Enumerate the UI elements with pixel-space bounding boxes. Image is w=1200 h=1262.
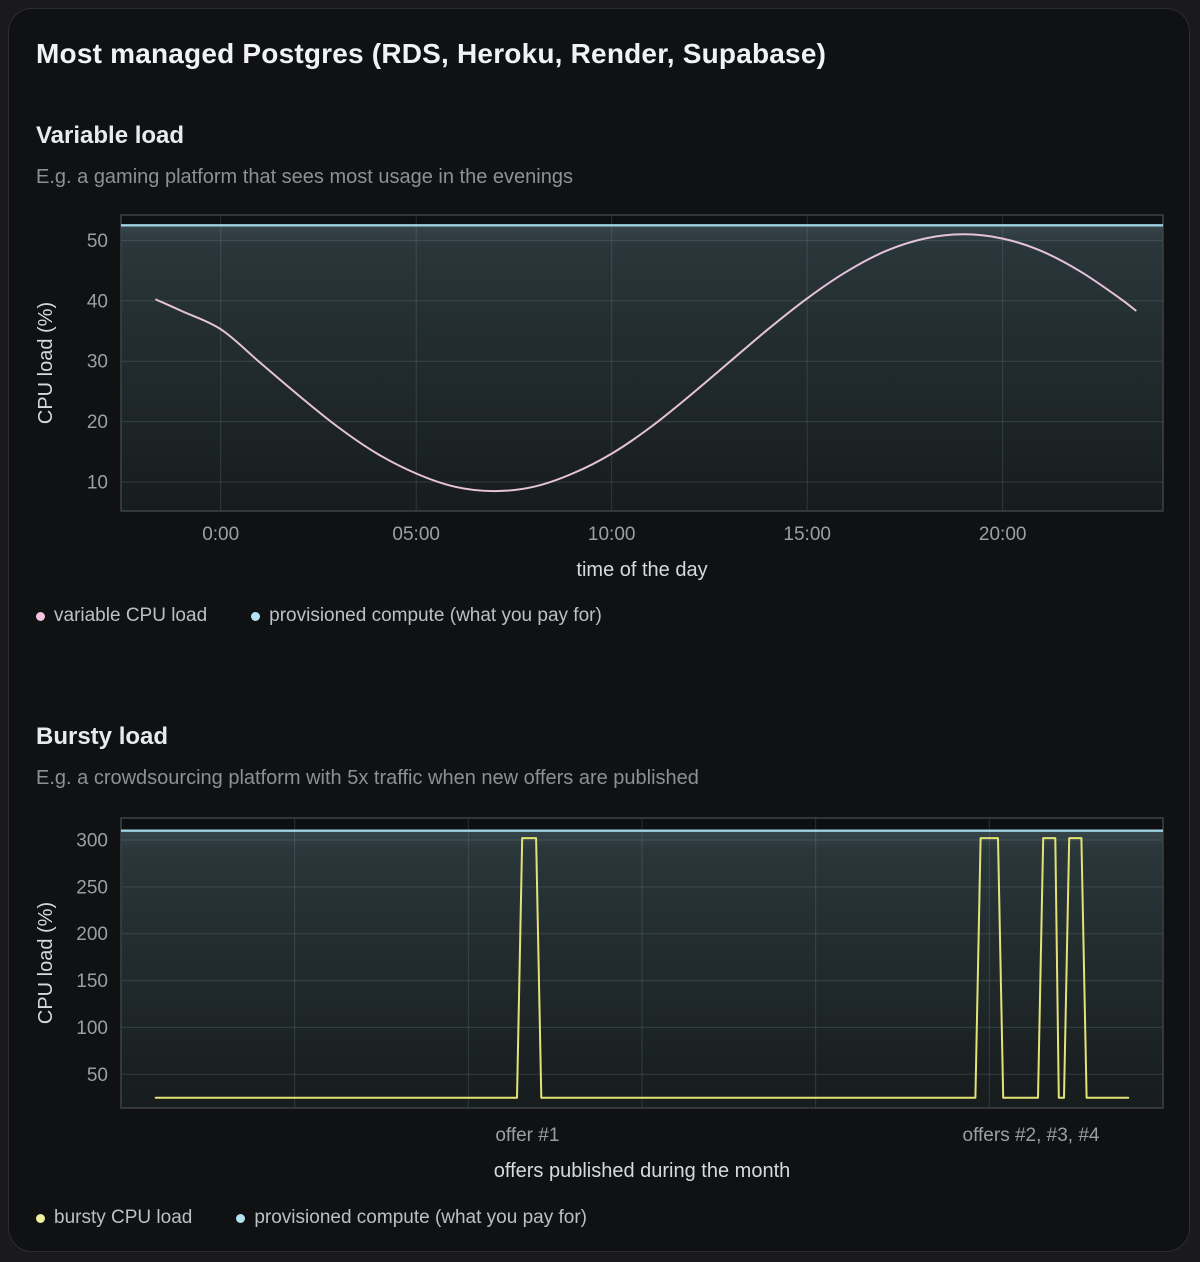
svg-text:time of the day: time of the day <box>576 559 707 581</box>
legend-label: variable CPU load <box>54 605 208 626</box>
bursty-load-legend: bursty CPU load provisioned compute (wha… <box>36 1207 587 1229</box>
section-subtitle-variable-load: E.g. a gaming platform that sees most us… <box>36 166 573 188</box>
legend-label: provisioned compute (what you pay for) <box>269 605 602 626</box>
legend-item-provisioned-compute: provisioned compute (what you pay for) <box>236 1207 587 1229</box>
svg-text:20:00: 20:00 <box>979 524 1027 545</box>
section-heading-variable-load: Variable load <box>36 122 185 149</box>
svg-text:offers published during the mo: offers published during the month <box>494 1160 791 1182</box>
svg-text:50: 50 <box>87 231 108 252</box>
legend-label: bursty CPU load <box>54 1207 193 1228</box>
page-title: Most managed Postgres (RDS, Heroku, Rend… <box>36 38 827 69</box>
svg-text:40: 40 <box>87 291 108 312</box>
legend-item-variable-cpu-load: variable CPU load <box>36 605 207 627</box>
svg-text:10:00: 10:00 <box>588 524 636 545</box>
svg-text:20: 20 <box>87 412 108 433</box>
svg-text:05:00: 05:00 <box>392 524 440 545</box>
section-heading-bursty-load: Bursty load <box>36 723 169 750</box>
cyan-legend-dot-icon <box>251 611 261 621</box>
svg-text:0:00: 0:00 <box>202 524 239 545</box>
svg-text:150: 150 <box>76 971 108 992</box>
bursty-load-chart: 50 100 150 200 250 300 offer #1 offers #2, #3, … <box>35 817 1164 1182</box>
svg-text:offers #2, #3, #4: offers #2, #3, #4 <box>963 1125 1100 1146</box>
svg-text:15:00: 15:00 <box>783 524 831 545</box>
svg-text:10: 10 <box>87 473 108 494</box>
svg-text:offer #1: offer #1 <box>495 1125 559 1146</box>
svg-text:300: 300 <box>76 831 108 852</box>
svg-text:50: 50 <box>87 1065 108 1086</box>
variable-load-chart: 10 20 30 40 50 0:00 05:00 10:00 15:00 20:00 time o… <box>35 214 1164 581</box>
pink-legend-dot-icon <box>36 611 45 621</box>
svg-text:CPU load (%): CPU load (%) <box>35 302 57 424</box>
svg-text:100: 100 <box>76 1018 108 1039</box>
legend-item-provisioned-compute: provisioned compute (what you pay for) <box>251 605 602 627</box>
svg-text:30: 30 <box>87 352 108 373</box>
variable-load-legend: variable CPU load provisioned compute (w… <box>36 605 602 627</box>
legend-label: provisioned compute (what you pay for) <box>254 1207 588 1228</box>
svg-text:250: 250 <box>76 877 108 898</box>
cyan-legend-dot-icon <box>236 1213 246 1223</box>
svg-text:CPU load (%): CPU load (%) <box>35 902 57 1024</box>
section-subtitle-bursty-load: E.g. a crowdsourcing platform with 5x tr… <box>36 767 699 789</box>
yellow-legend-dot-icon <box>36 1213 45 1223</box>
svg-text:200: 200 <box>76 924 108 945</box>
legend-item-bursty-cpu-load: bursty CPU load <box>36 1207 192 1229</box>
